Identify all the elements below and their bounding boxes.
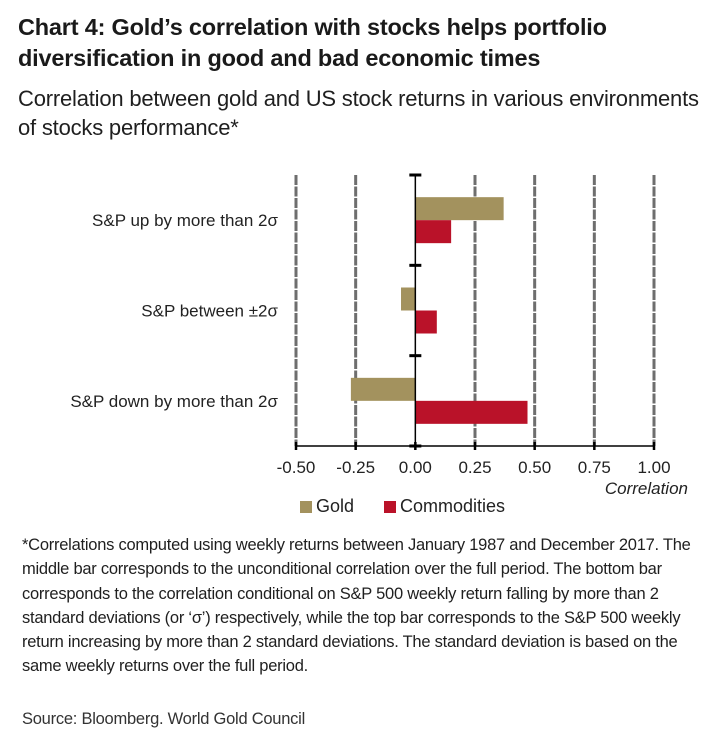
- x-tick-label: 0.75: [578, 458, 611, 477]
- x-tick-label: -0.50: [277, 458, 316, 477]
- bar-gold-1: [415, 197, 504, 221]
- bars: [350, 197, 528, 424]
- x-tick-label: 0.50: [518, 458, 551, 477]
- x-tick-label: 1.00: [637, 458, 670, 477]
- chart-subtitle: Correlation between gold and US stock re…: [18, 86, 699, 140]
- x-tick-label: -0.25: [336, 458, 375, 477]
- chart-title: Chart 4: Gold’s correlation with stocks …: [18, 14, 607, 71]
- x-axis-title: Correlation: [604, 479, 688, 498]
- legend: Gold Commodities: [300, 496, 535, 517]
- source-note: Source: Bloomberg. World Gold Council: [22, 710, 305, 728]
- bar-gold-2: [401, 287, 416, 311]
- bar-commodities-1: [415, 220, 452, 244]
- legend-label-gold: Gold: [316, 496, 355, 516]
- category-label: S&P between ±2σ: [141, 302, 278, 321]
- legend-item-commodities: Commodities: [384, 496, 505, 517]
- category-labels: S&P up by more than 2σ S&P between ±2σ S&P…: [70, 211, 278, 411]
- x-tick-label: 0.00: [399, 458, 432, 477]
- legend-label-commodities: Commodities: [400, 496, 506, 516]
- bar-gold-3: [350, 377, 416, 401]
- x-tick-label: 0.25: [458, 458, 491, 477]
- axes: [294, 173, 656, 450]
- category-label: S&P down by more than 2σ: [70, 392, 278, 411]
- bar-chart: S&P up by more than 2σ S&P between ±2σ S&P…: [70, 173, 671, 477]
- bar-commodities-2: [415, 310, 437, 334]
- footnote: *Correlations computed using weekly retu…: [22, 536, 691, 676]
- bar-commodities-3: [415, 400, 528, 424]
- category-label: S&P up by more than 2σ: [92, 211, 278, 230]
- legend-swatch-gold: [300, 500, 312, 513]
- legend-item-gold: Gold: [300, 496, 354, 517]
- x-tick-labels: -0.50 -0.25 0.00 0.25 0.50 0.75 1.00: [277, 458, 671, 477]
- legend-swatch-commodities: [384, 500, 397, 513]
